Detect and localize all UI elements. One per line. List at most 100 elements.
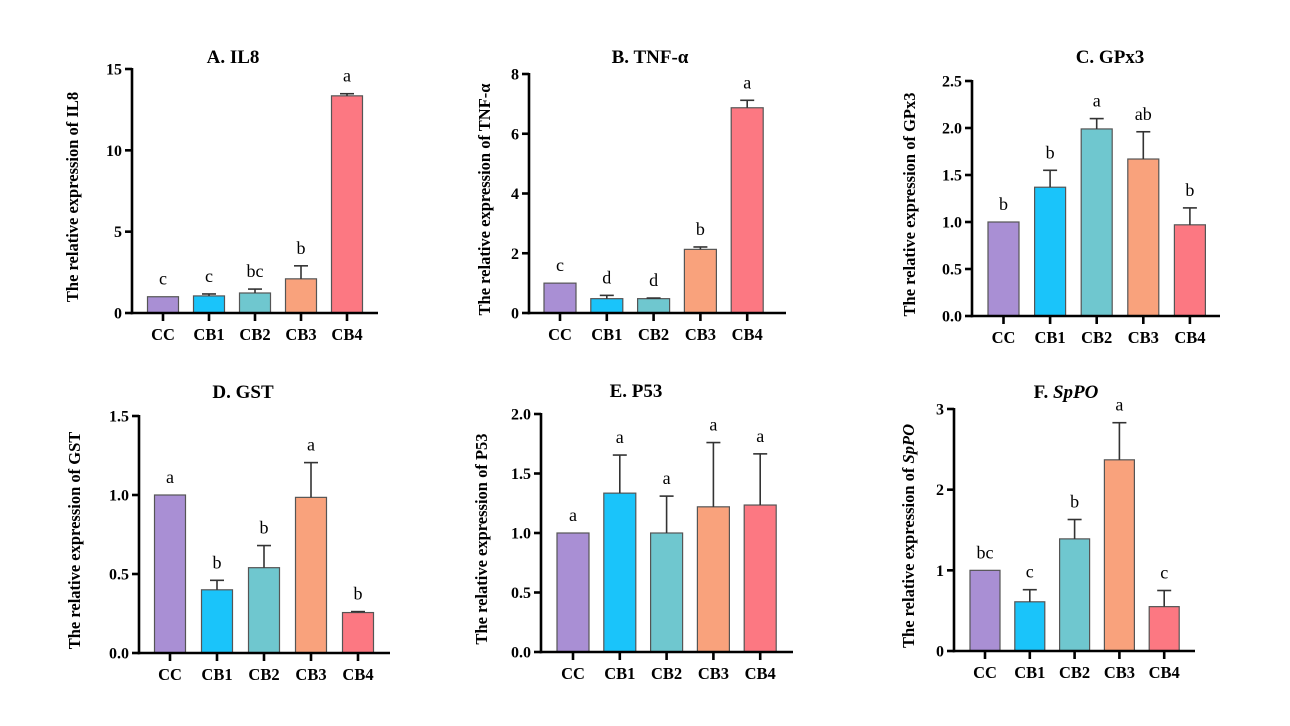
x-tick-label: CB4 bbox=[342, 665, 373, 684]
x-tick-label: CC bbox=[151, 325, 175, 344]
significance-label: a bbox=[1093, 91, 1101, 111]
y-tick-label: 3 bbox=[936, 402, 944, 419]
bar-cb4 bbox=[1148, 606, 1180, 652]
x-tick-label: CC bbox=[992, 328, 1016, 347]
text-part: D. GST bbox=[212, 382, 274, 403]
significance-label: b bbox=[1046, 142, 1055, 162]
y-tick-label: 1.5 bbox=[511, 466, 531, 483]
x-tick-label: CB2 bbox=[1059, 663, 1090, 682]
bar-cb1 bbox=[200, 589, 234, 654]
x-tick-label: CB1 bbox=[201, 665, 232, 684]
x-tick-label: CC bbox=[158, 665, 182, 684]
bar-cb3 bbox=[284, 278, 318, 314]
significance-label: ab bbox=[1135, 104, 1152, 124]
bar-cc bbox=[146, 296, 180, 314]
chart-title: E. P53 bbox=[610, 381, 663, 402]
y-tick-label: 2.0 bbox=[511, 407, 531, 424]
chart-title: F. SpPO bbox=[1034, 382, 1099, 403]
y-axis-label: The relative expression of IL8 bbox=[63, 92, 82, 302]
y-tick-label: 5 bbox=[114, 224, 122, 241]
y-tick-label: 2.5 bbox=[942, 74, 962, 91]
significance-label: c bbox=[205, 266, 213, 286]
x-tick-label: CB4 bbox=[331, 325, 362, 344]
x-tick-label: CB2 bbox=[651, 664, 682, 683]
text-part: A. IL8 bbox=[207, 47, 260, 68]
significance-label: b bbox=[260, 518, 269, 538]
y-tick-label: 2 bbox=[936, 482, 944, 499]
text-part: The relative expression of IL8 bbox=[63, 92, 82, 302]
bar-cb1 bbox=[590, 298, 624, 314]
significance-label: a bbox=[743, 72, 751, 92]
chart-title: B. TNF-α bbox=[612, 47, 689, 68]
chart-title: C. GPx3 bbox=[1076, 47, 1145, 68]
y-tick-label: 0 bbox=[114, 306, 122, 323]
chart-title: A. IL8 bbox=[207, 47, 260, 68]
x-tick-label: CB3 bbox=[698, 664, 729, 683]
significance-label: bc bbox=[977, 542, 994, 562]
significance-label: a bbox=[756, 426, 764, 446]
bar-cb3 bbox=[1127, 158, 1160, 317]
panel-d: D. GST The relative expression of GST a CC b… bbox=[65, 382, 390, 684]
bar-cb1 bbox=[603, 492, 637, 653]
significance-label: b bbox=[213, 552, 222, 572]
text-part: C. GPx3 bbox=[1076, 47, 1145, 68]
y-tick-label: 15 bbox=[106, 62, 122, 79]
x-tick-label: CB2 bbox=[239, 325, 270, 344]
x-tick-label: CB4 bbox=[745, 664, 776, 683]
bar-cb4 bbox=[341, 611, 375, 654]
y-tick-label: 6 bbox=[511, 126, 519, 143]
text-part: E. P53 bbox=[610, 381, 663, 402]
x-tick-label: CB1 bbox=[1035, 328, 1066, 347]
text-part: The relative expression of bbox=[899, 463, 918, 648]
significance-label: d bbox=[602, 267, 611, 287]
bar-cb4 bbox=[743, 504, 777, 653]
significance-label: a bbox=[343, 66, 351, 86]
text-part: B. TNF-α bbox=[612, 47, 689, 68]
y-tick-label: 1.5 bbox=[942, 168, 962, 185]
text-part: The relative expression of GPx3 bbox=[900, 93, 919, 317]
significance-label: c bbox=[1026, 562, 1034, 582]
x-tick-label: CB4 bbox=[732, 325, 763, 344]
x-tick-label: CB1 bbox=[604, 664, 635, 683]
y-tick-label: 0 bbox=[511, 306, 519, 323]
bar-cb4 bbox=[730, 107, 764, 314]
significance-label: b bbox=[696, 219, 705, 239]
x-tick-label: CB4 bbox=[1149, 663, 1180, 682]
significance-label: a bbox=[1115, 395, 1123, 415]
y-tick-label: 0.5 bbox=[942, 262, 962, 279]
bar-cb2 bbox=[238, 292, 272, 314]
bar-cb2 bbox=[649, 532, 684, 653]
x-tick-label: CC bbox=[973, 663, 997, 682]
y-tick-label: 1.0 bbox=[109, 488, 129, 505]
bar-cb1 bbox=[1014, 601, 1046, 652]
bar-cb1 bbox=[1033, 186, 1067, 317]
bar-cb1 bbox=[192, 295, 226, 314]
x-tick-label: CC bbox=[548, 325, 572, 344]
significance-label: a bbox=[307, 435, 315, 455]
panel-a: A. IL8 The relative expression of IL8 c CC c… bbox=[63, 47, 378, 344]
y-tick-label: 1.0 bbox=[511, 526, 531, 543]
y-axis-label: The relative expression of SpPO bbox=[899, 424, 918, 648]
significance-label: c bbox=[1160, 563, 1168, 583]
y-tick-label: 0.5 bbox=[511, 585, 531, 602]
x-tick-label: CB2 bbox=[638, 325, 669, 344]
significance-label: a bbox=[616, 427, 624, 447]
panel-e: E. P53 The relative expression of P53 a CC a… bbox=[472, 381, 793, 683]
y-axis-label: The relative expression of GPx3 bbox=[900, 93, 919, 317]
y-tick-label: 2.0 bbox=[942, 121, 962, 138]
chart-title: D. GST bbox=[212, 382, 274, 403]
x-tick-label: CB2 bbox=[248, 665, 279, 684]
x-tick-label: CB1 bbox=[591, 325, 622, 344]
bar-cc bbox=[543, 282, 577, 314]
significance-label: b bbox=[999, 194, 1008, 214]
significance-label: a bbox=[166, 467, 174, 487]
significance-label: d bbox=[649, 270, 658, 290]
y-tick-label: 8 bbox=[511, 67, 519, 84]
y-tick-label: 0.0 bbox=[511, 645, 531, 662]
significance-label: a bbox=[663, 468, 671, 488]
x-tick-label: CB3 bbox=[295, 665, 326, 684]
bar-cc bbox=[969, 569, 1001, 652]
significance-label: b bbox=[1070, 492, 1079, 512]
